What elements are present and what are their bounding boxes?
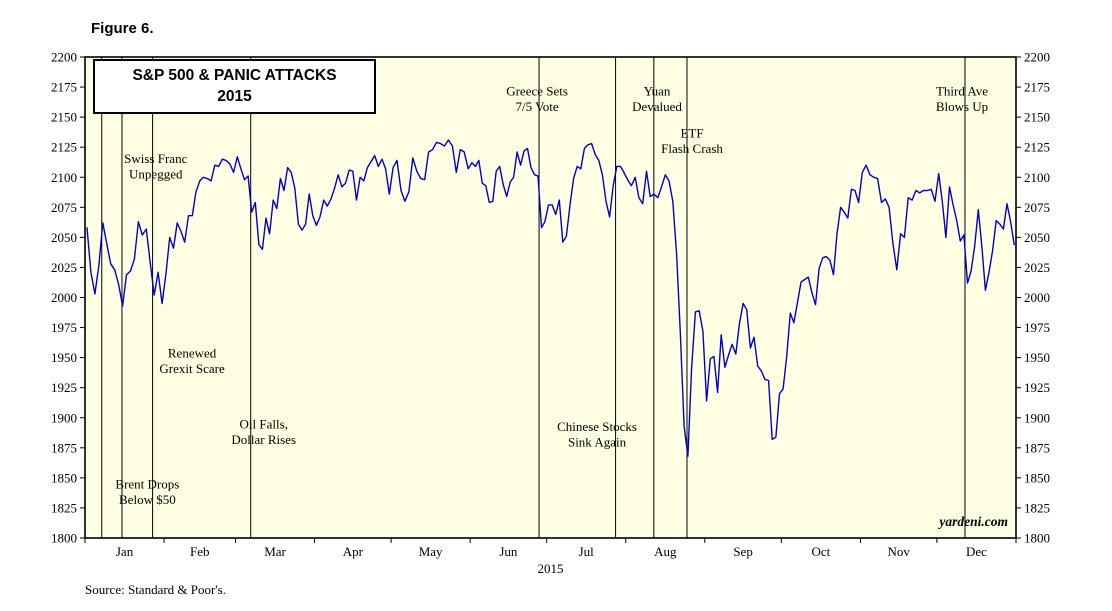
y-axis-label-left: 1900	[51, 410, 77, 425]
month-label-dec: Dec	[966, 544, 987, 559]
chart-title-line1: S&P 500 & PANIC ATTACKS	[132, 66, 337, 84]
y-axis-label-right: 2125	[1024, 140, 1050, 155]
y-axis-label-left: 2100	[51, 170, 77, 185]
chart-title-line2: 2015	[217, 87, 252, 105]
annotation-yuan-devalued: Devalued	[632, 99, 682, 114]
y-axis-label-left: 1825	[51, 500, 77, 515]
y-axis-label-left: 1950	[51, 350, 77, 365]
source-note: Source: Standard & Poor's.	[85, 582, 226, 597]
month-label-sep: Sep	[733, 544, 753, 559]
annotation-oil-falls: Oil Falls,	[240, 417, 288, 432]
y-axis-label-right: 1975	[1024, 320, 1050, 335]
y-axis-label-right: 2000	[1024, 290, 1050, 305]
y-axis-label-right: 1825	[1024, 500, 1050, 515]
plot-area	[85, 57, 1016, 538]
annotation-chinese-stocks: Chinese Stocks	[557, 419, 637, 434]
month-label-feb: Feb	[190, 544, 210, 559]
annotation-etf-flash-crash: ETF	[680, 126, 703, 141]
annotation-renewed-grexit: Renewed	[168, 346, 217, 361]
y-axis-label-left: 1925	[51, 380, 77, 395]
annotation-third-ave: Blows Up	[936, 99, 988, 114]
y-axis-label-right: 1875	[1024, 440, 1050, 455]
y-axis-label-right: 2200	[1024, 50, 1050, 65]
y-axis-label-left: 2175	[51, 80, 77, 95]
y-axis-label-left: 2075	[51, 200, 77, 215]
y-axis-label-right: 1850	[1024, 470, 1050, 485]
y-axis-label-right: 2175	[1024, 80, 1050, 95]
annotation-third-ave: Third Ave	[936, 83, 988, 98]
month-label-may: May	[419, 544, 443, 559]
y-axis-label-right: 1925	[1024, 380, 1050, 395]
y-axis-label-left: 2025	[51, 260, 77, 275]
y-axis-label-right: 1800	[1024, 531, 1050, 546]
y-axis-label-right: 2150	[1024, 110, 1050, 125]
y-axis-label-left: 1850	[51, 470, 77, 485]
annotation-greece-vote: Greece Sets	[506, 83, 568, 98]
month-label-mar: Mar	[264, 544, 286, 559]
y-axis-label-left: 2200	[51, 50, 77, 65]
y-axis-label-left: 1800	[51, 531, 77, 546]
month-label-nov: Nov	[887, 544, 910, 559]
watermark-yardeni: yardeni.com	[939, 514, 1008, 529]
x-axis-year-label: 2015	[538, 561, 564, 576]
annotation-brent-drops: Below $50	[119, 492, 176, 507]
y-axis-label-right: 2100	[1024, 170, 1050, 185]
y-axis-label-left: 1975	[51, 320, 77, 335]
annotation-chinese-stocks: Sink Again	[568, 434, 627, 449]
month-label-apr: Apr	[343, 544, 364, 559]
month-label-oct: Oct	[811, 544, 830, 559]
y-axis-label-left: 2150	[51, 110, 77, 125]
month-label-jul: Jul	[579, 544, 595, 559]
y-axis-label-left: 2000	[51, 290, 77, 305]
annotation-renewed-grexit: Grexit Scare	[159, 361, 225, 376]
annotation-brent-drops: Brent Drops	[115, 477, 179, 492]
plot-border	[84, 56, 1017, 539]
annotation-swiss-franc: Swiss Franc	[124, 151, 187, 166]
y-axis-label-left: 2125	[51, 140, 77, 155]
chart-title-box: S&P 500 & PANIC ATTACKS 2015	[93, 59, 376, 114]
month-label-aug: Aug	[654, 544, 677, 559]
month-label-jan: Jan	[116, 544, 134, 559]
y-axis-label-right: 2025	[1024, 260, 1050, 275]
y-axis-label-right: 1950	[1024, 350, 1050, 365]
y-axis-label-right: 2075	[1024, 200, 1050, 215]
y-axis-label-right: 1900	[1024, 410, 1050, 425]
annotation-yuan-devalued: Yuan	[644, 83, 671, 98]
month-label-jun: Jun	[499, 544, 518, 559]
y-axis-label-left: 2050	[51, 230, 77, 245]
annotation-swiss-franc: Unpegged	[129, 166, 183, 181]
figure-number-label: Figure 6.	[91, 20, 154, 37]
sp500-line	[86, 139, 1015, 457]
y-axis-label-right: 2050	[1024, 230, 1050, 245]
y-axis-label-left: 1875	[51, 440, 77, 455]
annotation-greece-vote: 7/5 Vote	[515, 99, 558, 114]
annotation-etf-flash-crash: Flash Crash	[661, 141, 723, 156]
annotation-oil-falls: Dollar Rises	[231, 432, 296, 447]
